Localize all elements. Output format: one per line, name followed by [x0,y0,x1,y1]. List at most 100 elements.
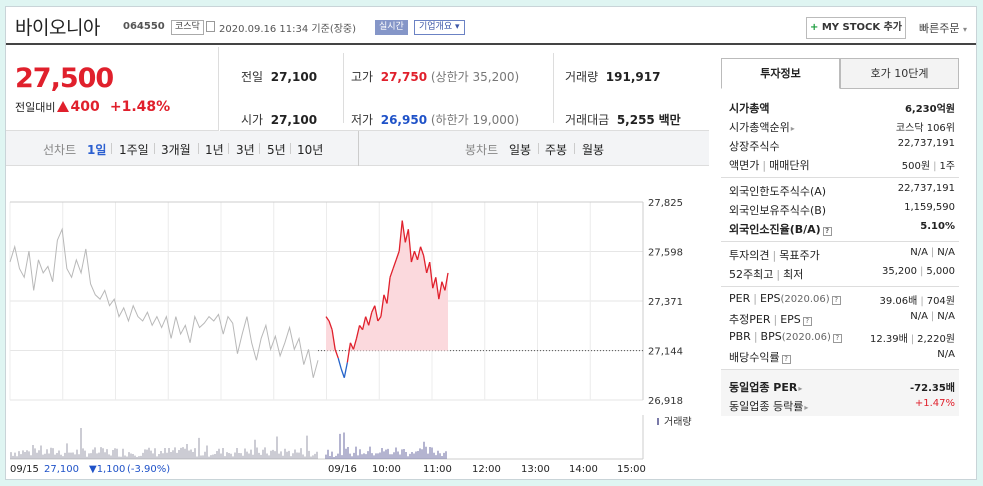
stat-value: 26,950 [380,113,428,127]
info-text: 6,230억원 [904,104,955,115]
chevron-down-icon: ▾ [962,25,967,34]
info-tabs: 투자정보 호가 10단계 [721,58,959,89]
price-chart[interactable]: 27,825 27,598 27,371 27,144 26,918 거래량 09/15 27… [6,167,709,479]
info-key: 시가총액순위▸ [729,119,795,135]
pipe-divider: | [753,330,758,343]
period-3y[interactable]: 3년 [236,143,255,157]
price-line-segment [413,250,419,261]
info-section: 외국인한도주식수(A) 22,737,191 외국인보유주식수(B) 1,159,59… [721,178,959,242]
stat-label: 고가 [351,70,374,84]
price-line-segment [328,320,333,330]
change-label: 전일대비 [15,101,56,114]
info-text: 2,220원 [917,334,955,345]
stat-value: 191,917 [605,70,661,84]
info-key: 배당수익률? [729,349,791,365]
info-text: 목표주가 [779,249,820,262]
price-line-segment [334,349,339,359]
stat-prev: 전일 27,100 [241,68,317,85]
info-text: 1,159,590 [904,202,955,213]
period-1d[interactable]: 1일 [87,143,107,157]
stat-low: 저가 26,950 (하한가 19,000) [351,111,519,128]
help-icon[interactable]: ? [831,296,841,305]
info-key: 외국인소진율(B/A)? [729,221,832,237]
realtime-badge[interactable]: 실시간 [375,20,408,35]
info-text: 52주최고 [729,268,774,281]
info-text: 5,000 [926,266,955,277]
pipe-divider: | [933,161,937,172]
price-line-segment [383,294,388,304]
stat-label: 거래대금 [565,113,610,127]
divider [154,143,155,154]
quick-order-button[interactable]: 빠른주문 ▾ [919,20,967,36]
info-text: 35,200 [881,266,917,277]
info-value: 35,200 | 5,000 [882,266,955,277]
price-line-segment [441,281,446,291]
company-overview-label: 기업개요 [419,22,453,32]
chevron-right-icon[interactable]: ▸ [798,384,803,393]
period-5y[interactable]: 5년 [267,143,286,157]
tab-order-book[interactable]: 호가 10단계 [840,58,959,89]
divider [574,143,575,154]
info-value: 5.10% [920,221,955,232]
plus-icon: + [809,22,819,33]
info-text: 39.06배 [879,296,918,307]
tab-invest-info[interactable]: 투자정보 [721,58,840,89]
help-icon[interactable]: ? [832,334,842,343]
chevron-right-icon[interactable]: ▸ [790,124,795,133]
info-text: 시가총액순위 [729,121,790,134]
price-line-segment [444,272,449,291]
x-tick-label: (-3.90%) [127,464,170,475]
candle-monthly[interactable]: 월봉 [582,143,605,157]
info-text: PER [729,292,751,305]
info-row: PER | EPS(2020.06)? 39.06배 | 704원 [721,289,959,308]
stat-label: 시가 [241,113,264,127]
add-mystock-button[interactable]: + MY STOCK 추가 [806,17,906,39]
price-line-segment [389,268,394,278]
chevron-right-icon[interactable]: ▸ [804,403,809,412]
pipe-divider: | [930,247,935,258]
info-row: 외국인한도주식수(A) 22,737,191 [721,180,959,199]
price-line-segment [374,305,379,322]
y-tick-label: 27,144 [648,347,683,358]
info-value: 6,230억원 [905,100,955,115]
info-text: 외국인소진율(B/A) [729,223,821,236]
help-icon[interactable]: ? [822,227,832,236]
company-overview-button[interactable]: 기업개요 ▾ [414,20,465,35]
info-text: -72.35배 [910,383,955,394]
info-text: 매매단위 [769,159,810,172]
y-tick-label: 27,825 [648,198,683,209]
period-1y[interactable]: 1년 [205,143,224,157]
price-line-segment [432,277,437,289]
change-value: 400 [70,99,100,115]
pipe-divider: | [772,249,777,262]
price-line-segment [404,229,409,243]
info-value: -72.35배 [910,379,955,394]
quick-order-label: 빠른주문 [919,22,960,35]
period-3m[interactable]: 3개월 [161,143,191,157]
divider [343,53,344,123]
info-value: N/A | N/A [910,247,955,258]
candle-weekly[interactable]: 주봉 [545,143,568,157]
help-icon[interactable]: ? [802,317,812,326]
info-text: 22,737,191 [897,138,955,149]
period-1w[interactable]: 1주일 [119,143,149,157]
help-icon[interactable]: ? [781,355,791,364]
price-line-segment [395,250,400,261]
x-tick-label: ▼1,100 [89,464,125,475]
info-text: N/A [910,247,928,258]
info-text: N/A [937,311,955,322]
price-line-segment [401,220,406,243]
stat-value: 27,750 [380,70,428,84]
info-row: 52주최고 | 최저 35,200 | 5,000 [721,263,959,282]
candle-daily[interactable]: 일봉 [509,143,532,157]
info-key: 투자의견 | 목표주가 [729,247,820,263]
info-value: 39.06배 | 704원 [880,292,956,307]
info-text: 추정PER [729,313,771,326]
info-value: +1.47% [915,398,955,409]
info-text: EPS [759,292,781,305]
info-text: 동일업종 PER [729,381,798,394]
price-line-segment [349,342,355,350]
info-key: 상장주식수 [729,138,780,154]
period-10y[interactable]: 10년 [297,143,324,157]
info-text: 외국인한도주식수(A) [729,185,827,198]
